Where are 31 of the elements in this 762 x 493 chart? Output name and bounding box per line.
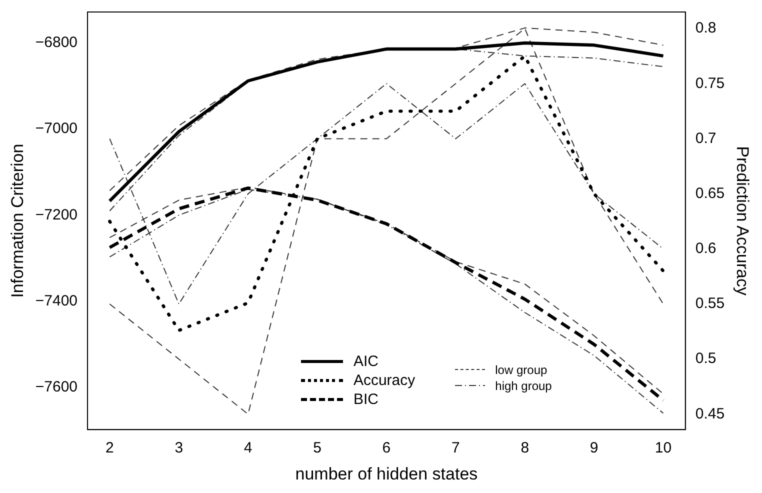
- y2-axis-title: Prediction Accuracy: [733, 146, 752, 296]
- x-tick-label: 6: [382, 440, 391, 457]
- x-tick-label: 5: [313, 440, 322, 457]
- y2-tick-label: 0.55: [695, 295, 725, 312]
- x-tick-label: 7: [451, 440, 460, 457]
- legend-label: AIC: [353, 352, 378, 370]
- y2-tick-label: 0.5: [695, 350, 716, 368]
- line-series: [109, 28, 664, 415]
- y-tick-label: −7200: [35, 206, 78, 224]
- y2-tick-label: 0.7: [695, 130, 716, 147]
- y-tick-label: −7600: [35, 378, 78, 396]
- x-tick-label: 8: [520, 440, 530, 457]
- y2-tick-label: 0.45: [695, 405, 725, 422]
- x-axis-title: number of hidden states: [295, 464, 478, 484]
- legend-label: low group: [495, 362, 548, 377]
- y-tick-label: −7000: [35, 120, 78, 138]
- legend-label: BIC: [353, 390, 378, 408]
- x-tick-label: 9: [590, 440, 598, 457]
- y2-tick-label: 0.65: [695, 184, 725, 202]
- x-tick-label: 10: [654, 440, 672, 457]
- y-tick-label: −6800: [35, 34, 78, 52]
- y2-tick-label: 0.75: [695, 74, 725, 92]
- x-tick-label: 3: [174, 440, 184, 457]
- x-tick-label: 2: [106, 440, 114, 457]
- x-tick-label: 4: [244, 440, 252, 457]
- y-axis-title: Information Criterion: [8, 144, 27, 298]
- y-tick-label: −7400: [35, 292, 78, 310]
- y2-tick-label: 0.8: [695, 20, 716, 37]
- y2-tick-label: 0.6: [695, 240, 716, 258]
- legend-label: high group: [495, 378, 552, 393]
- legend-label: Accuracy: [353, 372, 416, 389]
